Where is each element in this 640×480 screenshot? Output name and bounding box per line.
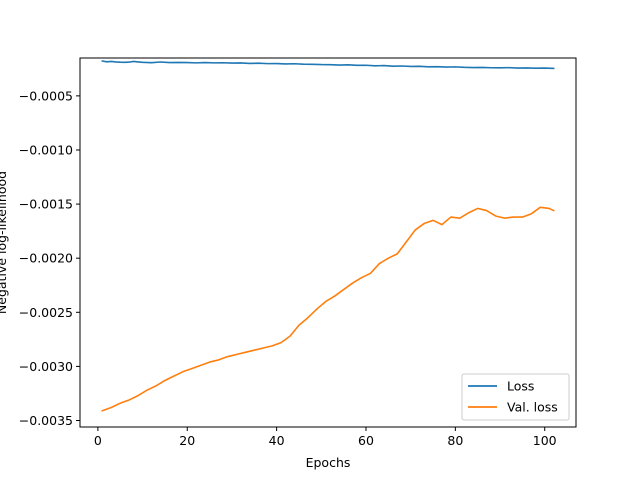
axes-frame xyxy=(79,57,577,428)
series-line-loss xyxy=(101,60,555,70)
x-tick-label: 40 xyxy=(269,433,285,448)
y-tick-label: −0.0030 xyxy=(19,359,73,374)
plot-area xyxy=(101,60,555,412)
y-axis-ticks: −0.0005 −0.0010 −0.0015 −0.0020 −0.0025 −0.00… xyxy=(19,88,80,428)
legend-label-loss: Loss xyxy=(507,379,534,394)
x-tick-label: 100 xyxy=(533,433,557,448)
x-tick-label: 80 xyxy=(447,433,463,448)
y-tick-label: −0.0005 xyxy=(19,88,73,103)
x-tick-label: 20 xyxy=(179,433,195,448)
y-tick-label: −0.0025 xyxy=(19,305,73,320)
x-axis-ticks: 0 20 40 60 80 100 xyxy=(94,427,557,448)
legend-label-val-loss: Val. loss xyxy=(507,400,558,415)
x-tick-label: 0 xyxy=(94,433,102,448)
y-tick-label: −0.0010 xyxy=(19,142,73,157)
x-tick-label: 60 xyxy=(358,433,374,448)
y-axis-label: Negative log-likelihood xyxy=(0,171,9,314)
y-tick-label: −0.0020 xyxy=(19,251,73,266)
legend: Loss Val. loss xyxy=(461,373,570,421)
series-line-val-loss xyxy=(101,206,555,412)
y-tick-label: −0.0035 xyxy=(19,413,73,428)
y-tick-label: −0.0015 xyxy=(19,197,73,212)
x-axis-label: Epochs xyxy=(306,455,351,470)
